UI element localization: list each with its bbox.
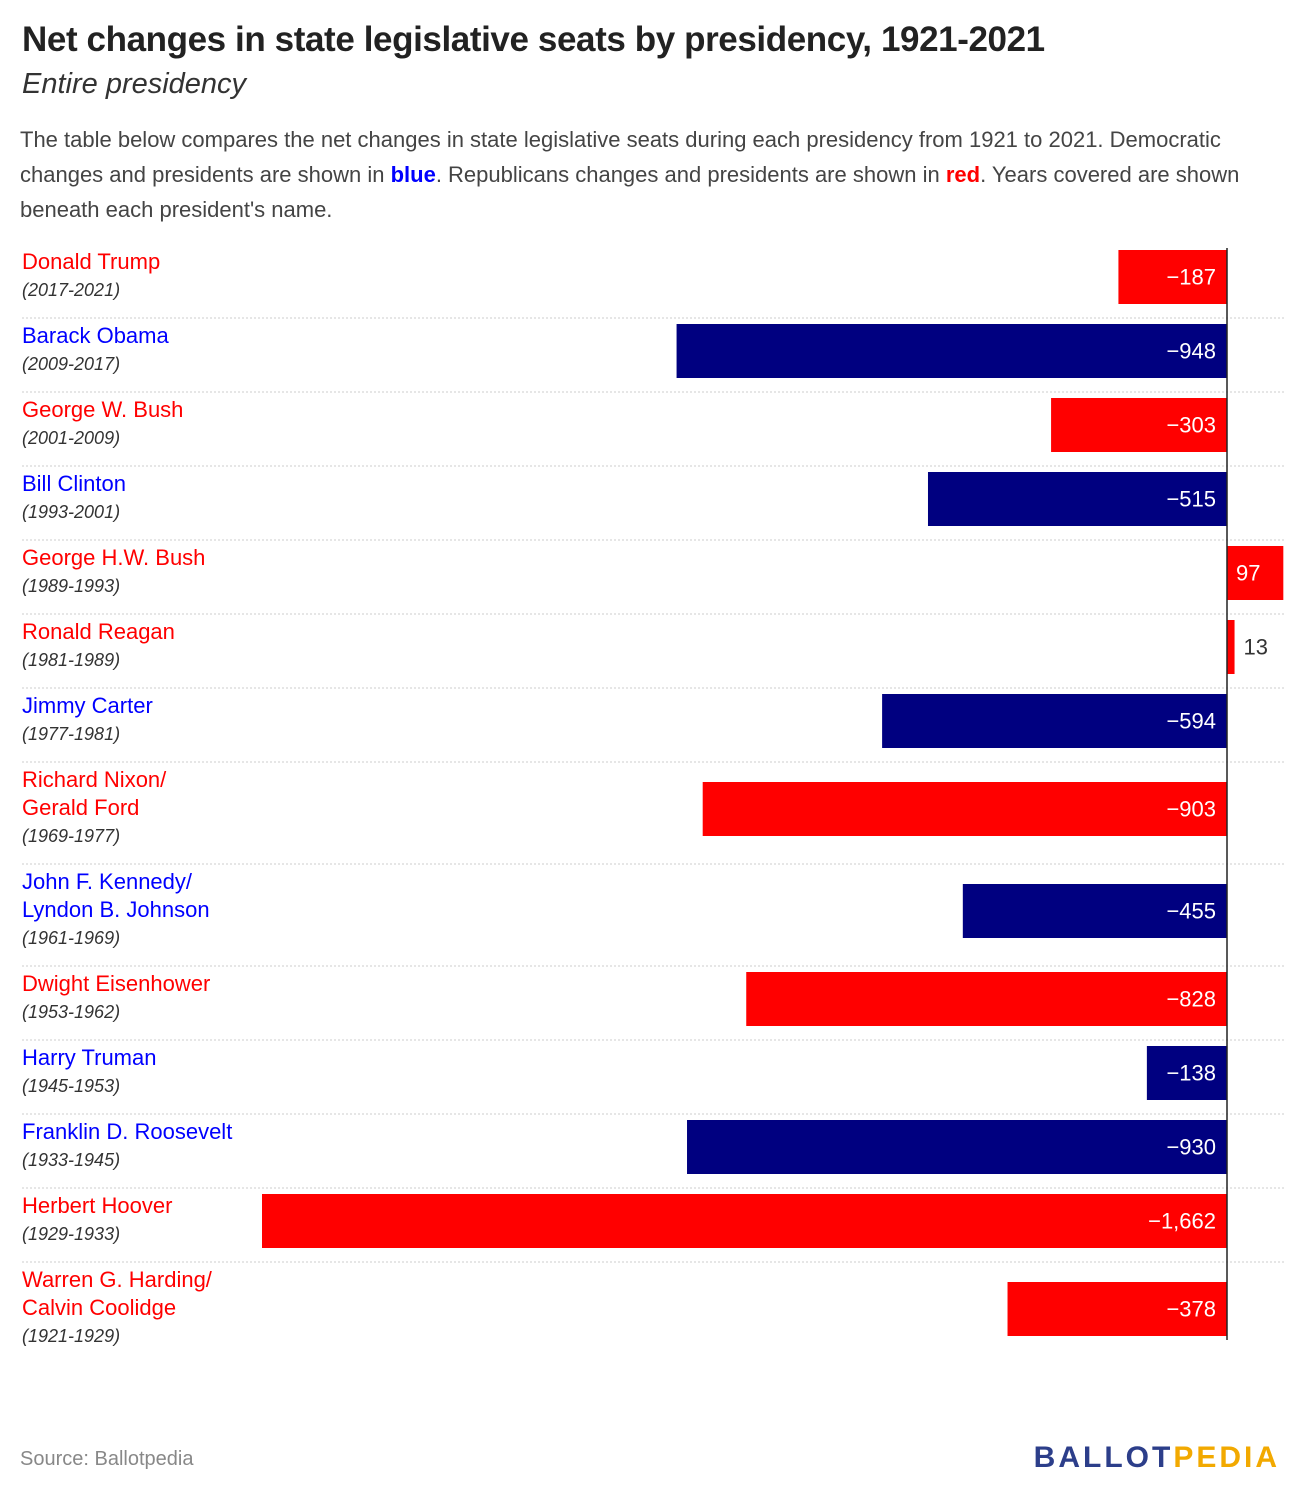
president-name: Donald Trump [22, 249, 161, 274]
president-name: Franklin D. Roosevelt [22, 1119, 233, 1144]
row-label: Donald Trump (2017-2021) [22, 248, 160, 304]
president-name: John F. Kennedy/ [22, 869, 193, 894]
president-name: Lyndon B. Johnson [22, 897, 210, 922]
president-name: George H.W. Bush [22, 545, 206, 570]
value-label: −903 [1166, 797, 1216, 822]
row-label: John F. Kennedy/Lyndon B. Johnson (1961-1… [22, 868, 210, 952]
chart-title: Net changes in state legislative seats b… [22, 20, 1045, 59]
value-label: 97 [1236, 561, 1260, 586]
row-label: George W. Bush (2001-2009) [22, 396, 183, 452]
president-name: Harry Truman [22, 1045, 157, 1070]
president-name: Bill Clinton [22, 471, 126, 496]
value-label: −930 [1166, 1135, 1216, 1160]
logo-text-pedia: PEDIA [1173, 1441, 1280, 1474]
bars-svg: −187 −948 −303 −515 97 13 −594 −903 −455 −828 −138… [22, 248, 1284, 1340]
bar [1118, 250, 1227, 304]
president-name: Jimmy Carter [22, 693, 153, 718]
president-name: Dwight Eisenhower [22, 971, 211, 996]
value-label: −187 [1166, 265, 1216, 290]
chart-description: The table below compares the net changes… [20, 122, 1280, 227]
value-label: −378 [1166, 1297, 1216, 1322]
row-label: Jimmy Carter (1977-1981) [22, 692, 153, 748]
bar [687, 1120, 1227, 1174]
value-label: −138 [1166, 1061, 1216, 1086]
president-name: Herbert Hoover [22, 1193, 173, 1218]
description-blue-word: blue [390, 162, 436, 187]
row-label: Bill Clinton (1993-2001) [22, 470, 126, 526]
bar [676, 324, 1227, 378]
bar [882, 694, 1227, 748]
row-label: Barack Obama (2009-2017) [22, 322, 169, 378]
president-name: Ronald Reagan [22, 619, 175, 644]
years-covered: (2001-2009) [22, 428, 121, 448]
years-covered: (1933-1945) [22, 1150, 121, 1170]
years-covered: (1989-1993) [22, 576, 121, 596]
bar-chart: Donald Trump (2017-2021) Barack Obama (2009… [0, 244, 1306, 1414]
bar [702, 782, 1227, 836]
years-covered: (1969-1977) [22, 826, 121, 846]
row-label: Warren G. Harding/Calvin Coolidge (1921-1… [22, 1266, 212, 1350]
years-covered: (1953-1962) [22, 1002, 121, 1022]
bar [262, 1194, 1227, 1248]
bar [1227, 546, 1284, 600]
row-label: Herbert Hoover (1929-1933) [22, 1192, 172, 1248]
bar [746, 972, 1227, 1026]
description-text-2: . Republicans changes and presidents are… [435, 162, 946, 187]
row-label: Richard Nixon/Gerald Ford (1969-1977) [22, 766, 166, 850]
row-label: Franklin D. Roosevelt (1933-1945) [22, 1118, 232, 1174]
value-label: 13 [1244, 635, 1268, 660]
years-covered: (1993-2001) [22, 502, 121, 522]
logo-text-ballot: BALLOT [1033, 1441, 1174, 1474]
years-covered: (2017-2021) [22, 280, 121, 300]
president-name: Warren G. Harding/ [22, 1267, 212, 1292]
row-label: Ronald Reagan (1981-1989) [22, 618, 175, 674]
bar [1051, 398, 1227, 452]
value-label: −828 [1166, 987, 1216, 1012]
source-note: Source: Ballotpedia [20, 1448, 194, 1470]
bar [962, 884, 1227, 938]
years-covered: (1929-1933) [22, 1224, 121, 1244]
ballotpedia-logo: BALLOTPEDIA [1034, 1441, 1280, 1475]
row-label: George H.W. Bush (1989-1993) [22, 544, 205, 600]
years-covered: (2009-2017) [22, 354, 121, 374]
bar [1007, 1282, 1227, 1336]
president-name: George W. Bush [22, 397, 184, 422]
description-text-3: . Years covered are shown beneath each p… [20, 162, 1240, 222]
years-covered: (1977-1981) [22, 724, 121, 744]
description-red-word: red [945, 162, 981, 187]
bar [1227, 620, 1235, 674]
president-name: Gerald Ford [22, 795, 140, 820]
bar [927, 472, 1227, 526]
row-label: Harry Truman (1945-1953) [22, 1044, 156, 1100]
description-text-1: The table below compares the net changes… [20, 127, 1221, 187]
value-label: −455 [1166, 899, 1216, 924]
years-covered: (1981-1989) [22, 650, 121, 670]
chart-subtitle: Entire presidency [22, 68, 247, 100]
years-covered: (1921-1929) [22, 1326, 121, 1346]
years-covered: (1961-1969) [22, 928, 121, 948]
value-label: −515 [1166, 487, 1216, 512]
row-label: Dwight Eisenhower (1953-1962) [22, 970, 210, 1026]
value-label: −948 [1166, 339, 1216, 364]
president-name: Richard Nixon/ [22, 767, 167, 792]
value-label: −303 [1166, 413, 1216, 438]
value-label: −1,662 [1148, 1209, 1216, 1234]
bar [1146, 1046, 1227, 1100]
value-label: −594 [1166, 709, 1216, 734]
president-name: Barack Obama [22, 323, 169, 348]
years-covered: (1945-1953) [22, 1076, 121, 1096]
president-name: Calvin Coolidge [22, 1295, 177, 1320]
